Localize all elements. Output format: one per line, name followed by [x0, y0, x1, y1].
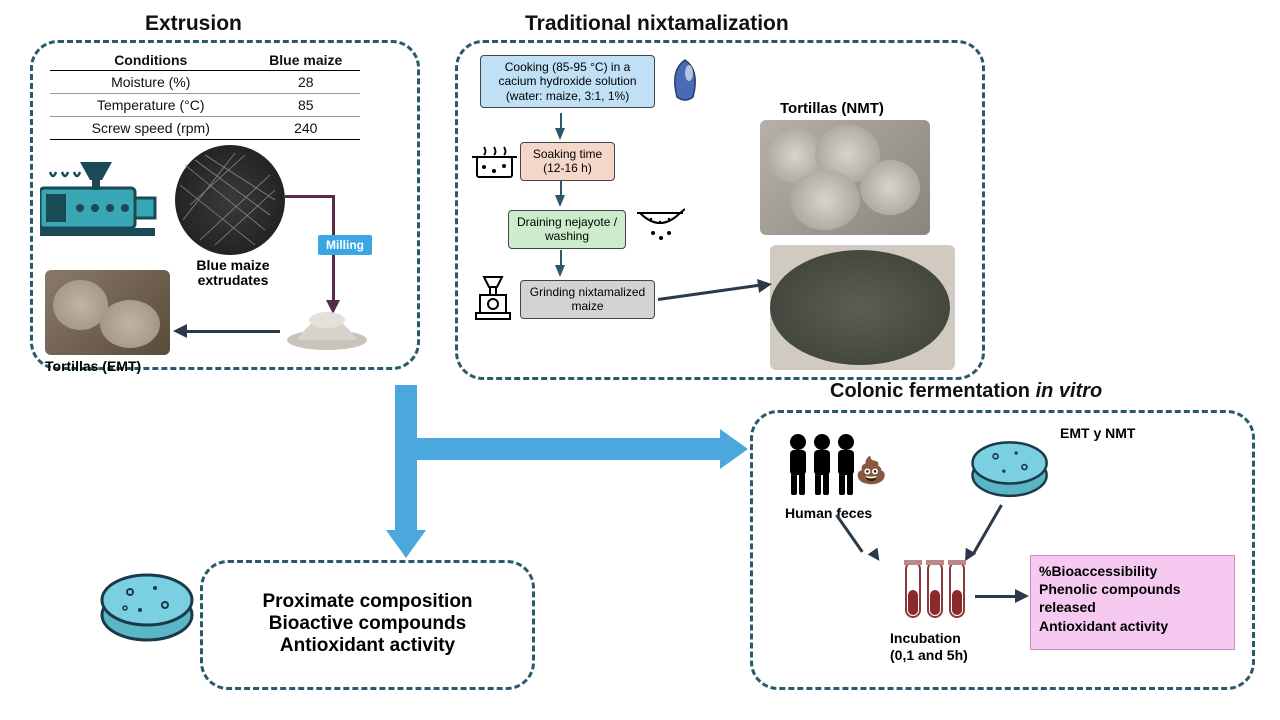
- extrudates-label: Blue maize extrudates: [178, 258, 288, 289]
- cell-cond: Screw speed (rpm): [50, 120, 252, 136]
- big-arrow-stem: [395, 438, 725, 460]
- feces-label: Human feces: [785, 505, 872, 521]
- nixt-title: Traditional nixtamalization: [525, 12, 789, 36]
- arrow-head-icon: [555, 265, 565, 277]
- step-cooking: Cooking (85-95 °C) in a cacium hydroxide…: [480, 55, 655, 108]
- colander-icon: [635, 205, 685, 245]
- flour-pile-icon: [285, 300, 370, 350]
- colonic-title: Colonic fermentation in vitro: [830, 380, 1102, 403]
- emt-label: Tortillas (EMT): [45, 358, 141, 374]
- step-draining: Draining nejayote / washing: [508, 210, 626, 249]
- table-row: Temperature (°C) 85: [50, 94, 360, 117]
- big-arrow-stem: [395, 385, 417, 535]
- table-row: Screw speed (rpm) 240: [50, 117, 360, 140]
- pink-line2: Phenolic compounds released: [1039, 580, 1226, 616]
- colonic-title-b: in vitro: [1036, 380, 1103, 402]
- maize-kernel-icon: [665, 55, 705, 105]
- people-icon: [780, 430, 865, 500]
- nmt-label: Tortillas (NMT): [780, 100, 884, 117]
- feces-icon: 💩: [855, 455, 887, 486]
- emtnmt-label: EMT y NMT: [1060, 425, 1135, 441]
- extruder-icon: [40, 150, 160, 245]
- comal-photo: [770, 245, 955, 370]
- connector: [185, 330, 280, 333]
- table-header: Conditions Blue maize: [50, 50, 360, 71]
- hdr-bluemaize: Blue maize: [252, 52, 361, 68]
- big-arrow-head-icon: [720, 429, 748, 469]
- arrow-head-icon: [1015, 589, 1029, 603]
- cell-cond: Moisture (%): [50, 74, 252, 90]
- petri-dish-icon: [100, 560, 195, 645]
- tortilla-emt-photo: [45, 270, 170, 355]
- connector: [285, 195, 335, 198]
- step-grinding: Grinding nixtamalized maize: [520, 280, 655, 319]
- colonic-title-a: Colonic fermentation: [830, 380, 1036, 402]
- mill-icon: [472, 275, 514, 325]
- hdr-conditions: Conditions: [50, 52, 252, 68]
- extrudates-photo: [175, 145, 285, 255]
- cell-cond: Temperature (°C): [50, 97, 252, 113]
- nmt-photo: [760, 120, 930, 235]
- arrow-head-icon: [555, 195, 565, 207]
- cell-val: 240: [252, 120, 361, 136]
- big-arrow-head-icon: [386, 530, 426, 558]
- arrow-head-icon: [555, 128, 565, 140]
- petri-dish-icon: [970, 430, 1050, 500]
- analysis-panel: Proximate composition Bioactive compound…: [200, 560, 535, 690]
- step-soaking: Soaking time (12-16 h): [520, 142, 615, 181]
- table-row: Moisture (%) 28: [50, 71, 360, 94]
- pink-line3: Antioxidant activity: [1039, 617, 1226, 635]
- arrow-head-icon: [173, 324, 187, 338]
- milling-tag: Milling: [318, 235, 372, 255]
- pot-icon: [472, 145, 517, 183]
- cell-val: 28: [252, 74, 361, 90]
- analysis-line3: Antioxidant activity: [213, 635, 522, 657]
- test-tubes-icon: [900, 560, 970, 625]
- conditions-table: Conditions Blue maize Moisture (%) 28 Te…: [50, 50, 360, 140]
- connector: [975, 595, 1020, 598]
- analysis-line2: Bioactive compounds: [213, 613, 522, 635]
- incubation-label: Incubation (0,1 and 5h): [890, 630, 968, 664]
- analysis-line1: Proximate composition: [213, 591, 522, 613]
- extrusion-title: Extrusion: [145, 12, 242, 36]
- cell-val: 85: [252, 97, 361, 113]
- pink-line1: %Bioaccessibility: [1039, 562, 1226, 580]
- results-box: %Bioaccessibility Phenolic compounds rel…: [1030, 555, 1235, 650]
- arrow-head-icon: [757, 277, 773, 293]
